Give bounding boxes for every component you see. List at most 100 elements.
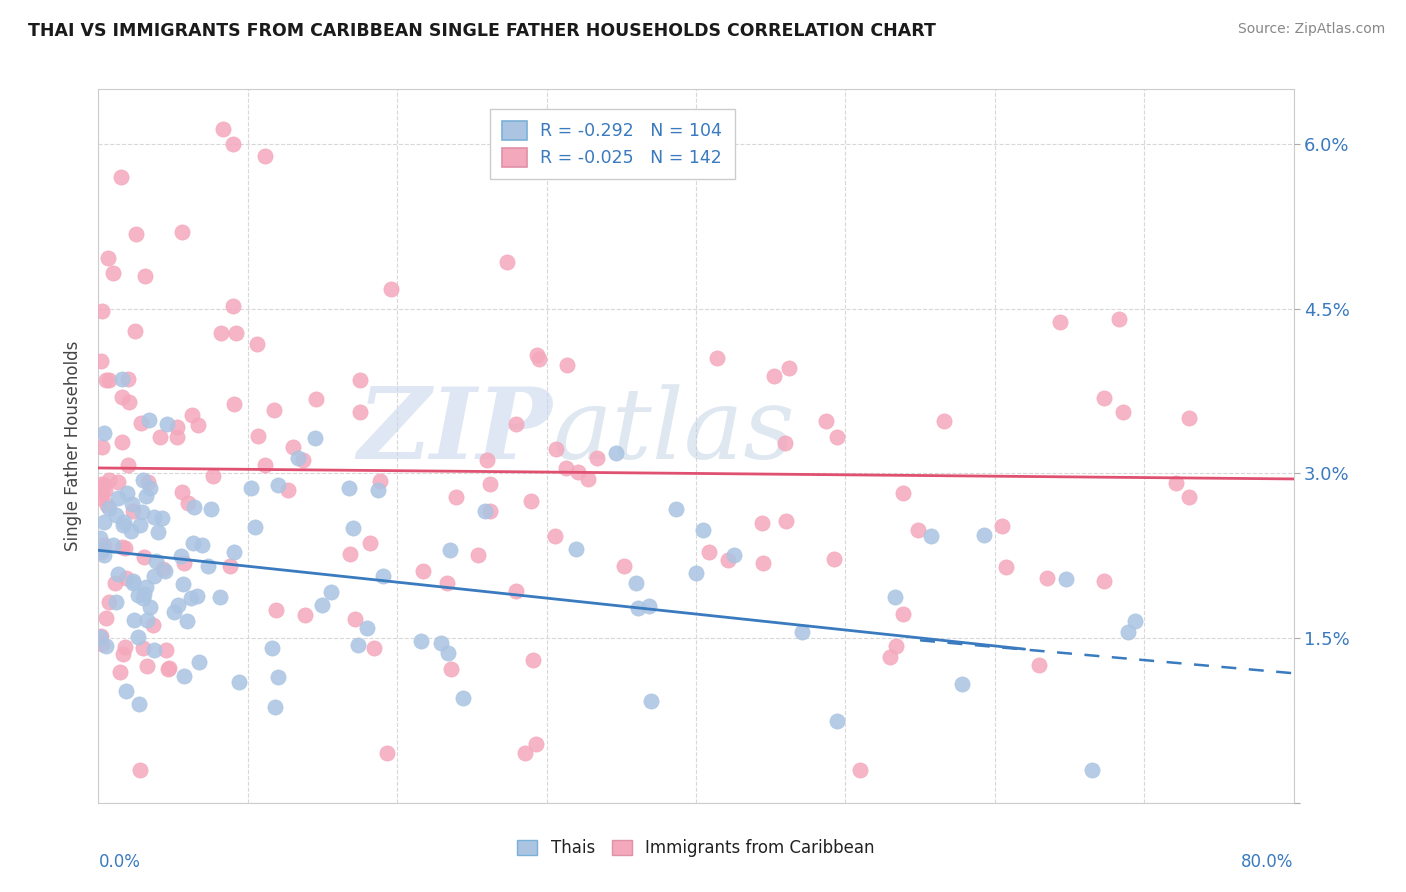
Point — [356, 620, 378, 634]
Point — [115, 485, 138, 500]
Point — [814, 414, 837, 428]
Point — [111, 390, 134, 404]
Point — [991, 518, 1014, 533]
Point — [638, 599, 661, 613]
Point — [91, 440, 114, 454]
Point — [157, 662, 180, 676]
Point — [640, 694, 662, 708]
Point — [567, 466, 589, 480]
Point — [142, 569, 165, 583]
Point — [1116, 625, 1139, 640]
Point — [177, 496, 200, 510]
Point — [124, 324, 146, 338]
Point — [90, 544, 112, 558]
Point — [98, 500, 121, 515]
Point — [107, 567, 129, 582]
Point — [104, 594, 127, 608]
Point — [224, 397, 246, 411]
Point — [145, 554, 167, 568]
Point — [565, 542, 588, 557]
Point — [475, 452, 498, 467]
Point — [478, 504, 501, 518]
Point — [111, 372, 134, 386]
Point — [117, 371, 139, 385]
Point — [101, 266, 124, 280]
Point — [430, 636, 453, 650]
Point — [218, 559, 240, 574]
Point — [267, 670, 290, 684]
Point — [790, 625, 813, 640]
Point — [197, 558, 219, 573]
Point — [120, 524, 142, 539]
Point — [89, 630, 111, 644]
Point — [342, 521, 364, 535]
Point — [496, 254, 519, 268]
Point — [157, 661, 180, 675]
Point — [337, 482, 360, 496]
Point — [1054, 573, 1077, 587]
Point — [526, 737, 548, 751]
Point — [344, 612, 367, 626]
Point — [166, 420, 188, 434]
Point — [349, 373, 371, 387]
Point — [1092, 574, 1115, 588]
Point — [103, 538, 125, 552]
Point — [188, 655, 211, 669]
Point — [97, 595, 120, 609]
Point — [367, 483, 389, 497]
Point — [221, 299, 243, 313]
Point — [94, 373, 117, 387]
Point — [260, 640, 283, 655]
Point — [995, 559, 1018, 574]
Point — [305, 392, 328, 407]
Point — [515, 747, 537, 761]
Point — [173, 669, 195, 683]
Point — [128, 697, 150, 711]
Point — [586, 450, 609, 465]
Point — [412, 564, 434, 578]
Point — [127, 588, 149, 602]
Point — [891, 485, 914, 500]
Point — [1108, 312, 1130, 326]
Point — [436, 575, 458, 590]
Point — [453, 690, 475, 705]
Point — [292, 453, 315, 467]
Point — [613, 559, 636, 574]
Y-axis label: Single Father Households: Single Father Households — [65, 341, 83, 551]
Point — [212, 121, 235, 136]
Point — [346, 638, 368, 652]
Point — [751, 516, 773, 531]
Point — [825, 714, 848, 728]
Point — [105, 508, 128, 522]
Point — [149, 430, 172, 444]
Point — [555, 358, 578, 372]
Point — [225, 326, 247, 340]
Point — [1178, 411, 1201, 425]
Point — [142, 510, 165, 524]
Point — [304, 431, 326, 445]
Point — [576, 472, 599, 486]
Point — [128, 763, 150, 777]
Point — [115, 571, 138, 585]
Point — [146, 525, 169, 540]
Point — [209, 326, 232, 340]
Point — [605, 446, 627, 460]
Point — [529, 352, 551, 367]
Point — [685, 566, 707, 581]
Point — [444, 490, 467, 504]
Point — [437, 647, 460, 661]
Point — [93, 426, 115, 441]
Point — [253, 458, 276, 472]
Point — [478, 476, 501, 491]
Point — [263, 402, 285, 417]
Point — [266, 478, 288, 492]
Point — [93, 515, 115, 529]
Point — [209, 591, 232, 605]
Point — [319, 585, 342, 599]
Point — [886, 640, 908, 654]
Point — [114, 640, 136, 655]
Point — [373, 569, 395, 583]
Point — [136, 475, 159, 490]
Point — [253, 149, 276, 163]
Point — [246, 337, 269, 351]
